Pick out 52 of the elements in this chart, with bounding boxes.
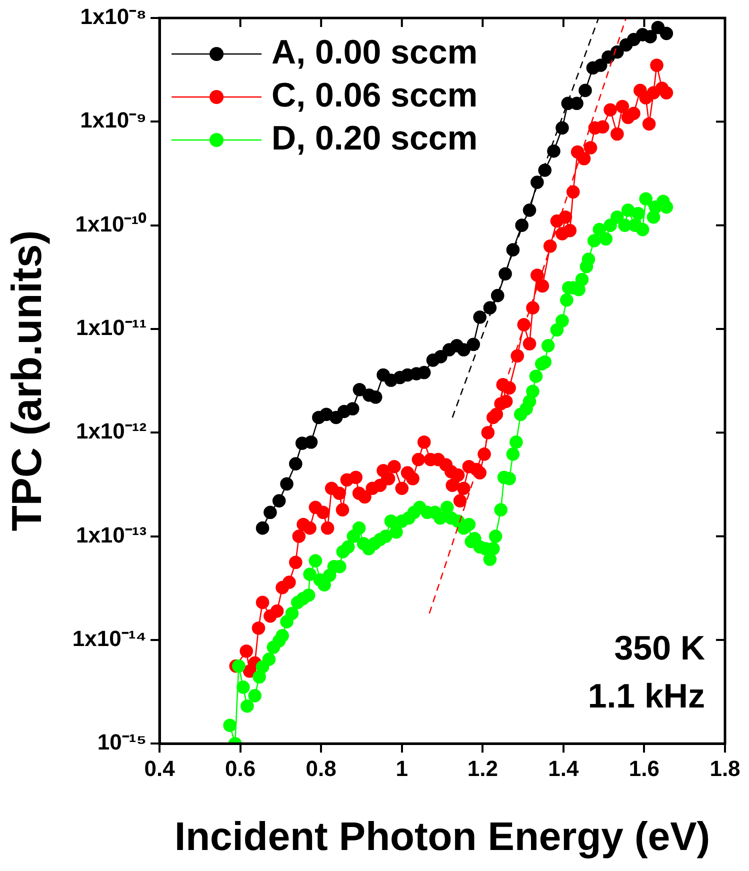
legend-label: A, 0.00 sccm: [272, 33, 478, 72]
point: [466, 338, 480, 352]
point: [256, 521, 270, 535]
point: [522, 204, 536, 217]
point: [272, 494, 286, 508]
point: [304, 435, 318, 449]
x-tick-label: 1.6: [628, 756, 660, 781]
point: [473, 310, 486, 324]
point: [417, 366, 431, 380]
point: [280, 477, 294, 491]
point: [264, 506, 277, 520]
point: [368, 390, 382, 404]
point: [538, 164, 552, 177]
legend-label: C, 0.06 sccm: [272, 76, 478, 114]
point: [515, 218, 528, 232]
point: [506, 243, 520, 256]
y-tick-label: 1x10⁻⁹: [80, 108, 147, 133]
x-tick-label: 1.4: [548, 756, 580, 781]
x-tick-label: 1.2: [467, 756, 498, 781]
y-tick-label: 1x10⁻⁸: [80, 4, 147, 30]
x-tick-label: 1: [396, 756, 408, 781]
x-tick-label: 0.6: [225, 756, 256, 781]
y-tick-label: 1x10⁻¹¹: [76, 315, 147, 340]
y-tick-label: 1x10⁻¹⁰: [75, 211, 147, 236]
x-axis-title: Incident Photon Energy (eV): [174, 815, 710, 860]
point: [556, 121, 569, 135]
point: [346, 402, 360, 416]
y-axis-title: TPC (arb.units): [2, 230, 50, 532]
annotation: 350 K: [614, 630, 706, 668]
point: [660, 26, 674, 40]
point: [547, 144, 560, 158]
y-tick-label: 1x10⁻¹⁴: [72, 626, 147, 652]
x-tick-label: 0.4: [144, 756, 176, 781]
point: [457, 343, 470, 356]
point: [644, 30, 657, 44]
point: [498, 267, 512, 281]
legend-label: D, 0.20 sccm: [272, 119, 478, 158]
point: [578, 84, 592, 98]
x-tick-label: 1.8: [710, 756, 740, 781]
y-tick-label: 1x10⁻¹³: [76, 522, 147, 548]
point: [289, 457, 302, 470]
point: [530, 176, 544, 189]
y-tick-label: 1x10⁻¹²: [76, 418, 147, 444]
point: [594, 58, 608, 72]
point: [434, 350, 448, 364]
y-tick-label: 10⁻¹⁵: [97, 730, 147, 755]
point: [483, 301, 497, 314]
point: [570, 96, 584, 110]
annotation: 1.1 kHz: [588, 678, 705, 716]
x-tick-label: 0.8: [306, 756, 336, 781]
point: [490, 288, 504, 302]
point: [352, 382, 366, 396]
